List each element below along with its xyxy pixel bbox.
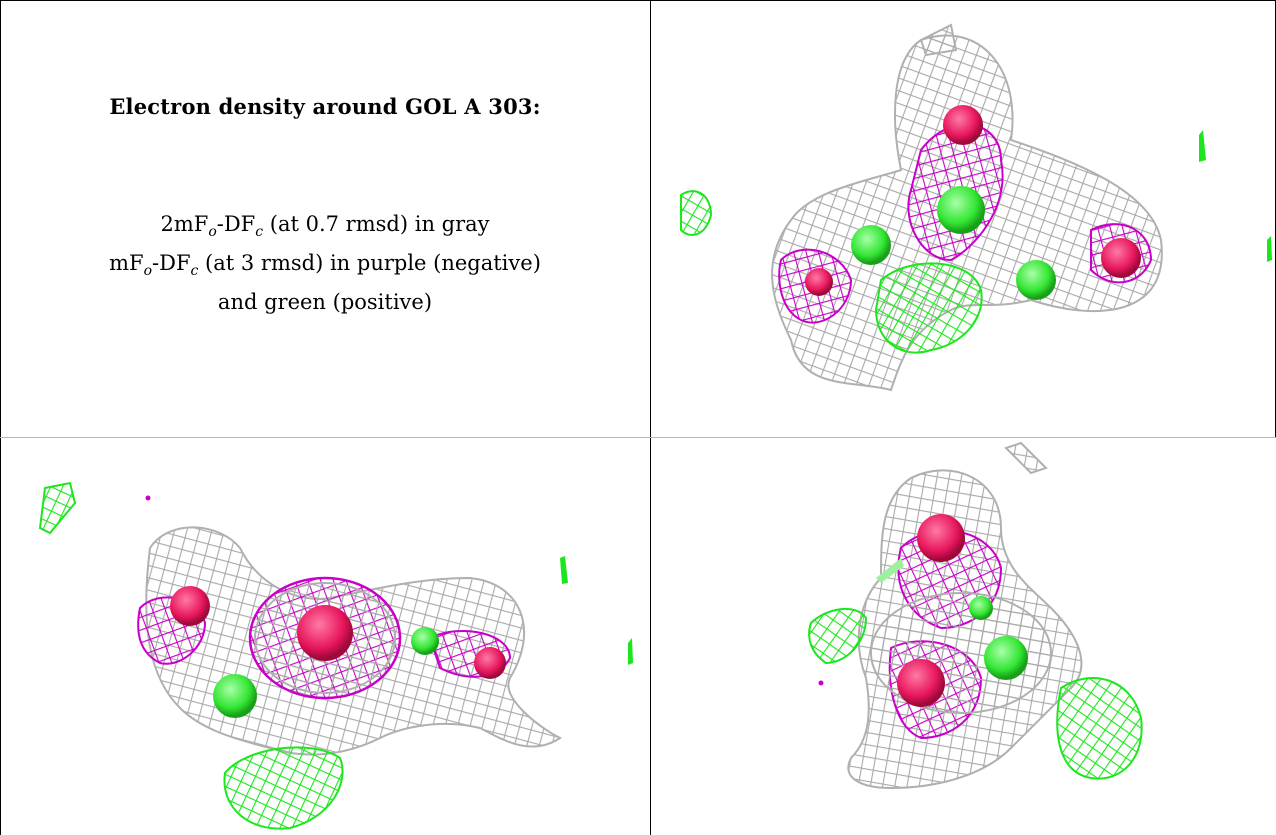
density-mesh-view-icon bbox=[808, 441, 1143, 790]
line1-sub2: c bbox=[255, 224, 264, 241]
density-mesh-view-icon bbox=[680, 23, 1272, 392]
legend-lines: 2mFo-DFc (at 0.7 rmsd) in gray mFo-DFc (… bbox=[109, 209, 541, 318]
view-top-right bbox=[651, 0, 1276, 437]
line1-sub1: o bbox=[208, 224, 217, 241]
line1-prefix: 2mF bbox=[160, 212, 209, 236]
divider-horizontal bbox=[0, 437, 1276, 438]
line2-mid: -DF bbox=[152, 251, 191, 276]
view-bottom-right bbox=[651, 438, 1276, 835]
view-bottom-left bbox=[0, 438, 650, 835]
frame-top bbox=[0, 0, 1276, 1]
line2-prefix: mF bbox=[109, 251, 144, 276]
line2-sub2: c bbox=[190, 263, 199, 280]
line1-rest: (at 0.7 rmsd) in gray bbox=[263, 212, 490, 236]
legend-line-fofc: mFo-DFc (at 3 rmsd) in purple (negative) bbox=[109, 248, 541, 287]
legend-line-2fofc: 2mFo-DFc (at 0.7 rmsd) in gray bbox=[109, 209, 541, 248]
line2-sub1: o bbox=[143, 263, 153, 280]
legend-title: Electron density around GOL A 303: bbox=[109, 94, 541, 119]
density-mesh-view-icon bbox=[38, 481, 633, 830]
line2-rest: (at 3 rmsd) in purple (negative) bbox=[198, 251, 541, 276]
legend-panel: Electron density around GOL A 303: 2mFo-… bbox=[0, 0, 650, 437]
legend-line-positive: and green (positive) bbox=[217, 290, 433, 315]
divider-vertical bbox=[650, 0, 651, 835]
frame-left bbox=[0, 0, 1, 835]
line1-mid: -DF bbox=[216, 212, 256, 236]
